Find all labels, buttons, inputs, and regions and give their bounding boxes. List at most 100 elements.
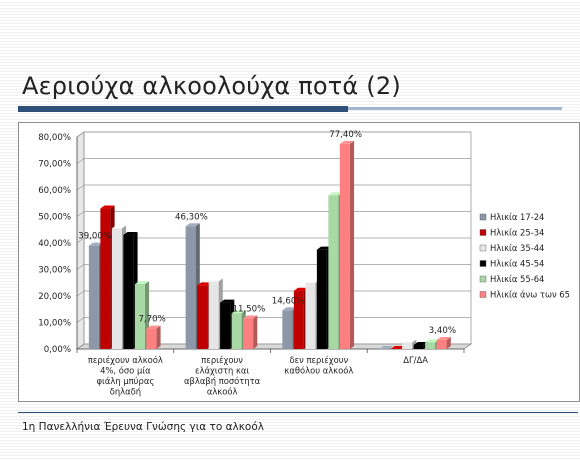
bar-chart: 0,00% 10,00% 20,00% 30,00% 40,00% 50,00% 60,00… <box>38 130 570 397</box>
bar <box>185 226 196 349</box>
gridline-depth <box>76 290 85 297</box>
bar-side <box>349 140 355 349</box>
bar-top <box>220 299 235 303</box>
gridline-depth <box>76 237 85 244</box>
footer-source: 1η Πανελλήνια Έρευνα Γνώσης για το αλκοό… <box>22 421 264 433</box>
bar <box>208 281 219 349</box>
x-tick-label: αβλαβή ποσότητα <box>184 376 261 386</box>
bar-top <box>316 246 332 250</box>
legend-swatch <box>479 260 487 267</box>
x-tick-label: ΔΓ/ΔΑ <box>403 355 428 365</box>
bar-side <box>156 325 161 349</box>
bar-top <box>231 310 246 314</box>
bar <box>339 143 350 349</box>
y-tick-label: 70,00% <box>38 160 71 170</box>
bar-side <box>446 336 451 349</box>
bar-top <box>123 232 138 236</box>
legend-swatch <box>479 213 487 221</box>
bar-top <box>339 140 355 144</box>
bar-top <box>111 225 127 229</box>
legend-label: Ηλικία άνω των 65 <box>490 290 570 300</box>
legend-swatch <box>479 275 487 283</box>
data-label: 39,00% <box>78 232 111 242</box>
bar <box>111 228 122 349</box>
bar <box>220 302 231 349</box>
data-label: 11,50% <box>232 305 265 315</box>
bar <box>305 282 316 349</box>
bar <box>402 342 413 349</box>
bar <box>328 195 339 349</box>
bar-top <box>390 346 405 349</box>
gridline-depth <box>76 211 85 217</box>
bar <box>88 245 99 349</box>
chart-container: 0,00% 10,00% 20,00% 30,00% 40,00% 50,00% 60,00… <box>18 122 580 402</box>
y-tick-label: 40,00% <box>38 239 71 249</box>
bar-top <box>282 307 297 311</box>
legend-swatch <box>479 291 487 298</box>
bar-top <box>243 315 258 319</box>
bar-top <box>413 342 428 346</box>
legend-swatch <box>479 229 487 236</box>
x-tick-label: ελάχιστη και <box>195 366 249 376</box>
y-tick-label: 10,00% <box>38 319 71 329</box>
x-tick-label: φιάλη μπύρας <box>96 376 154 386</box>
bar <box>436 339 447 349</box>
y-tick-label: 30,00% <box>38 266 71 276</box>
bar-top <box>328 192 343 196</box>
gridline-depth <box>76 131 85 138</box>
bar-top <box>293 287 309 291</box>
x-tick-label: δεν περιέχουν <box>290 355 349 365</box>
bar <box>282 310 293 349</box>
bar-top <box>197 282 212 286</box>
gridline-depth <box>76 158 85 164</box>
bar <box>134 284 145 349</box>
bar-top <box>379 346 394 349</box>
bar <box>100 208 111 349</box>
legend-label: Ηλικία 25-34 <box>490 228 544 238</box>
bar <box>243 318 254 349</box>
bar <box>231 313 242 349</box>
data-label: 7,70% <box>138 315 165 325</box>
y-tick-label: 80,00% <box>38 133 71 143</box>
x-tick-label: 4%, όσο μία <box>100 366 151 376</box>
y-tick-label: 60,00% <box>38 186 71 196</box>
bar <box>425 342 436 349</box>
x-tick-label: καθόλου αλκοόλ <box>284 366 353 376</box>
y-tick-label: 50,00% <box>38 213 71 223</box>
bar-top <box>146 325 161 329</box>
data-label: 77,40% <box>329 130 362 140</box>
bar <box>293 290 304 349</box>
bar-top <box>425 339 440 343</box>
y-tick-label: 20,00% <box>38 292 71 302</box>
gridline-depth <box>76 264 85 270</box>
x-tick-label: αλκοόλ <box>207 387 238 397</box>
y-tick-label: 0,00% <box>44 345 71 355</box>
bar <box>146 328 157 349</box>
legend-label: Ηλικία 55-64 <box>490 274 544 284</box>
bar <box>413 345 424 349</box>
legend-label: Ηλικία 17-24 <box>490 212 544 222</box>
legend-label: Ηλικία 45-54 <box>490 259 544 269</box>
title-underline-accent <box>348 107 562 110</box>
x-tick-label: δηλαδή <box>110 387 141 397</box>
bar-side <box>253 315 258 349</box>
gridline-depth <box>76 184 85 191</box>
legend-label: Ηλικία 35-44 <box>490 243 544 253</box>
footer-divider <box>18 412 578 413</box>
gridline-depth <box>76 317 85 323</box>
bar <box>197 285 208 349</box>
bar-top <box>402 339 417 343</box>
gridline-depth <box>76 343 85 350</box>
data-label: 14,60% <box>272 296 305 306</box>
bar-top <box>305 279 320 283</box>
bar-top <box>436 336 451 340</box>
bar <box>316 249 327 349</box>
bar-top <box>100 205 115 209</box>
data-label: 3,40% <box>429 326 456 336</box>
title-underline <box>18 106 348 112</box>
slide-title: Αεριούχα αλκοολούχα ποτά (2) <box>22 72 401 100</box>
x-tick-label: περιέχουν <box>201 355 243 365</box>
data-label: 46,30% <box>175 212 208 222</box>
bar-top <box>185 223 200 227</box>
